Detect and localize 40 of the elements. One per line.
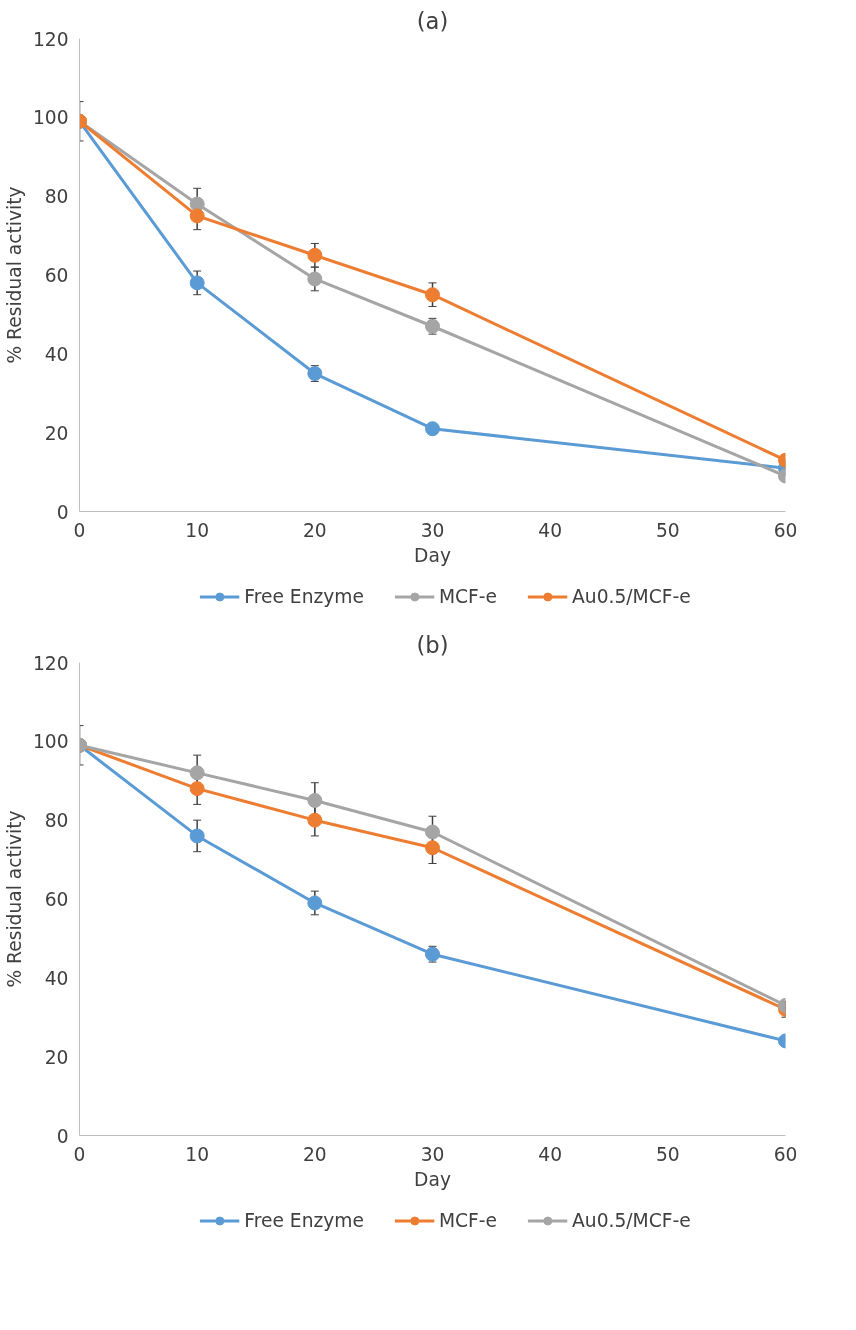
x-tick-label: 40 bbox=[538, 1143, 563, 1165]
x-tick-label: 60 bbox=[773, 519, 798, 541]
y-tick-label: 40 bbox=[44, 343, 69, 365]
legend-label: MCF-e bbox=[438, 585, 498, 607]
x-axis-title: Day bbox=[414, 1168, 451, 1190]
y-tick-label: 0 bbox=[56, 1125, 69, 1147]
legend-label: Free Enzyme bbox=[244, 585, 364, 607]
legend-label: Au0.5/MCF-e bbox=[572, 585, 691, 607]
x-tick-label: 20 bbox=[302, 519, 327, 541]
y-tick-label: 80 bbox=[44, 810, 69, 832]
x-tick-label: 40 bbox=[538, 519, 563, 541]
x-tick-label: 50 bbox=[655, 1143, 680, 1165]
y-tick-label: 40 bbox=[44, 967, 69, 989]
x-tick-label: 30 bbox=[420, 1143, 445, 1165]
y-tick-label: 60 bbox=[44, 265, 69, 286]
chart-title: (b) bbox=[416, 631, 449, 658]
x-tick-label: 50 bbox=[655, 519, 680, 541]
x-tick-label: 0 bbox=[73, 1143, 86, 1165]
y-tick-label: 120 bbox=[32, 652, 69, 674]
x-tick-label: 30 bbox=[420, 519, 445, 541]
y-tick-label: 100 bbox=[32, 107, 69, 129]
x-tick-label: 20 bbox=[302, 1143, 327, 1165]
chart-title: (a) bbox=[416, 7, 449, 34]
x-tick-label: 0 bbox=[73, 519, 86, 541]
y-tick-label: 60 bbox=[44, 889, 69, 910]
legend-label: Au0.5/MCF-e bbox=[572, 1209, 691, 1231]
y-axis-title: % Residual activity bbox=[3, 186, 25, 364]
y-tick-label: 100 bbox=[32, 731, 69, 753]
x-tick-label: 10 bbox=[185, 1143, 210, 1165]
legend-label: Free Enzyme bbox=[244, 1209, 364, 1231]
y-tick-label: 120 bbox=[32, 28, 69, 50]
legend-label: MCF-e bbox=[438, 1209, 498, 1231]
x-tick-label: 10 bbox=[185, 519, 210, 541]
x-tick-label: 60 bbox=[773, 1143, 798, 1165]
y-tick-label: 20 bbox=[44, 1046, 69, 1068]
y-tick-label: 20 bbox=[44, 422, 69, 444]
x-axis-title: Day bbox=[414, 544, 451, 566]
y-axis-title: % Residual activity bbox=[3, 810, 25, 988]
y-tick-label: 0 bbox=[56, 501, 69, 523]
y-tick-label: 80 bbox=[44, 186, 69, 208]
